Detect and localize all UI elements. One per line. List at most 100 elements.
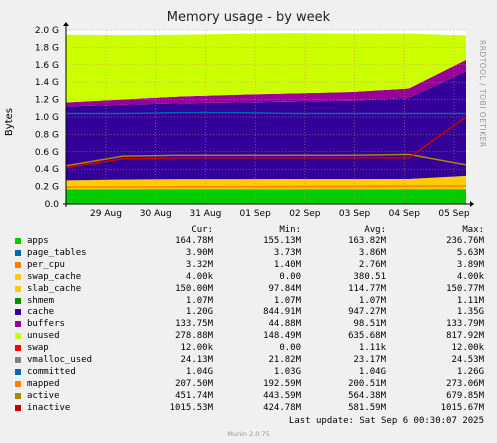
- legend-avg-value: 163.82M: [348, 236, 386, 246]
- legend-max-value: 12.00k: [451, 343, 484, 354]
- legend-max-value: 1.35G: [456, 307, 484, 318]
- area-apps: [66, 189, 466, 204]
- legend-min-value: 148.49M: [263, 331, 301, 342]
- legend-min-value: 21.82M: [268, 355, 301, 365]
- area-layers: [66, 33, 466, 204]
- legend-cur-value: 3.90M: [185, 247, 213, 258]
- legend-max-value: 150.77M: [446, 283, 484, 294]
- legend-row-cache: cache 1.20G 844.91M 947.27M 1.35G: [12, 307, 488, 318]
- legend-swatch: [15, 297, 21, 304]
- legend-avg-value: 564.38M: [348, 390, 386, 401]
- y-tick-label: 0.8 G: [35, 130, 59, 140]
- legend-min-value: 97.84M: [268, 283, 301, 294]
- legend-swatch: [15, 392, 21, 399]
- legend-row-unused: unused 278.88M 148.49M 635.68M 817.92M: [12, 331, 488, 342]
- legend-cur-value: 12.00k: [180, 343, 213, 354]
- y-tick-label: 0.0: [45, 200, 60, 210]
- legend-swatch: [15, 249, 21, 256]
- munin-version: Munin 2.0.75: [227, 430, 270, 438]
- legend-cur-value: 164.78M: [175, 236, 213, 246]
- legend-row-committed: committed 1.04G 1.03G 1.04G 1.26G: [12, 367, 488, 378]
- x-tick-label: 30 Aug: [140, 209, 172, 219]
- rrdtool-credit: RRDTOOL / TOBI OETIKER: [478, 40, 487, 148]
- x-tick-label: 03 Sep: [339, 209, 371, 219]
- y-tick-label: 0.6 G: [35, 148, 59, 158]
- legend-avg-value: 98.51M: [353, 319, 386, 330]
- legend-series-name: swap: [27, 343, 49, 354]
- legend-min-value: 192.59M: [263, 378, 301, 389]
- legend-avg-value: 947.27M: [348, 307, 386, 318]
- legend-avg-value: 2.76M: [358, 259, 386, 270]
- x-tick-label: 31 Aug: [189, 209, 221, 219]
- legend-row-active: active 451.74M 443.59M 564.38M 679.85M: [12, 391, 488, 402]
- legend-row-buffers: buffers 133.75M 44.88M 98.51M 133.79M: [12, 319, 488, 330]
- legend-cur-value: 1.20G: [185, 307, 213, 318]
- legend-series-name: apps: [27, 236, 49, 246]
- legend-swatch: [15, 261, 21, 268]
- legend-avg-value: 3.86M: [358, 247, 386, 258]
- legend-swatch: [15, 368, 21, 375]
- legend-cur-value: 24.13M: [180, 355, 213, 365]
- legend-min-value: 0.00: [279, 271, 301, 282]
- legend-swatch: [15, 321, 21, 328]
- legend-cur-value: 1.07M: [185, 295, 213, 306]
- legend-swatch: [15, 285, 21, 292]
- legend-cur-value: 1015.53M: [169, 402, 213, 413]
- legend-swatch: [15, 238, 21, 244]
- legend-cur-value: 451.74M: [175, 390, 213, 401]
- legend-min-value: 1.03G: [273, 366, 301, 377]
- y-tick-labels: 0.0 0.2 G 0.4 G 0.6 G 0.8 G 1.0 G 1.2 G 1.4 G 1.…: [35, 26, 59, 210]
- y-tick-label: 0.2 G: [35, 183, 59, 193]
- legend-swatch: [15, 380, 21, 387]
- legend-series-name: shmem: [27, 295, 55, 306]
- legend-max-value: 817.92M: [446, 331, 484, 342]
- legend-max-value: 236.76M: [446, 236, 484, 246]
- legend-avg-value: 23.17M: [353, 355, 386, 365]
- legend-series-name: unused: [27, 331, 60, 342]
- legend-series-name: page_tables: [27, 247, 87, 258]
- legend-series-name: vmalloc_used: [27, 355, 93, 365]
- legend-avg-value: 635.68M: [348, 331, 386, 342]
- y-tick-label: 1.0 G: [35, 113, 59, 123]
- y-axis-arrow: [63, 22, 69, 26]
- legend-max-value: 273.06M: [446, 378, 484, 389]
- last-update: Last update: Sat Sep 6 00:30:07 2025: [288, 416, 484, 426]
- x-tick-label: 01 Sep: [240, 209, 272, 219]
- legend-row-page-tables: page_tables 3.90M 3.73M 3.86M 5.63M: [12, 248, 488, 259]
- y-tick-label: 0.4 G: [35, 165, 59, 175]
- legend-header-avg: Avg:: [364, 225, 386, 235]
- legend-row-vmalloc-used: vmalloc_used 24.13M 21.82M 23.17M 24.53M: [12, 355, 488, 366]
- legend-min-value: 1.40M: [273, 259, 301, 270]
- legend-max-value: 133.79M: [446, 319, 484, 330]
- legend-series-name: inactive: [27, 402, 71, 413]
- legend-cur-value: 1.04G: [185, 366, 213, 377]
- x-tick-labels: 29 Aug 30 Aug 31 Aug 01 Sep 02 Sep 03 Sep 04 S…: [90, 209, 470, 219]
- legend-min-value: 844.91M: [263, 307, 301, 318]
- legend-row-apps: apps 164.78M 155.13M 163.82M 236.76M: [12, 236, 488, 247]
- legend-max-value: 24.53M: [451, 355, 484, 365]
- area-buffers: [66, 59, 466, 107]
- legend-row-swap-cache: swap_cache 4.00k 0.00 380.51 4.00k: [12, 272, 488, 283]
- line-active: [65, 153, 467, 167]
- legend-avg-value: 581.59M: [348, 402, 386, 413]
- legend-cur-value: 278.88M: [175, 331, 213, 342]
- legend-row-swap: swap 12.00k 0.00 1.11k 12.00k: [12, 343, 488, 354]
- legend-swatch: [15, 273, 21, 280]
- legend-avg-value: 1.11k: [358, 343, 386, 354]
- line-committed: [66, 111, 466, 115]
- legend-avg-value: 114.77M: [348, 283, 386, 294]
- legend-min-value: 424.78M: [263, 402, 301, 413]
- legend-row-per-cpu: per_cpu 3.32M 1.40M 2.76M 3.89M: [12, 260, 488, 271]
- legend-max-value: 4.00k: [456, 271, 484, 282]
- legend-swatch: [15, 309, 21, 316]
- x-tick-label: 05 Sep: [438, 209, 470, 219]
- legend-series-name: per_cpu: [27, 259, 65, 270]
- legend-swatch: [15, 333, 21, 340]
- legend-swatch: [15, 357, 21, 363]
- x-tick-label: 29 Aug: [90, 209, 122, 219]
- line-mapped: [65, 185, 467, 188]
- legend-cur-value: 3.32M: [185, 259, 213, 270]
- legend-series-name: slab_cache: [27, 283, 82, 294]
- line-inactive: [65, 116, 467, 169]
- legend-max-value: 5.63M: [456, 247, 484, 258]
